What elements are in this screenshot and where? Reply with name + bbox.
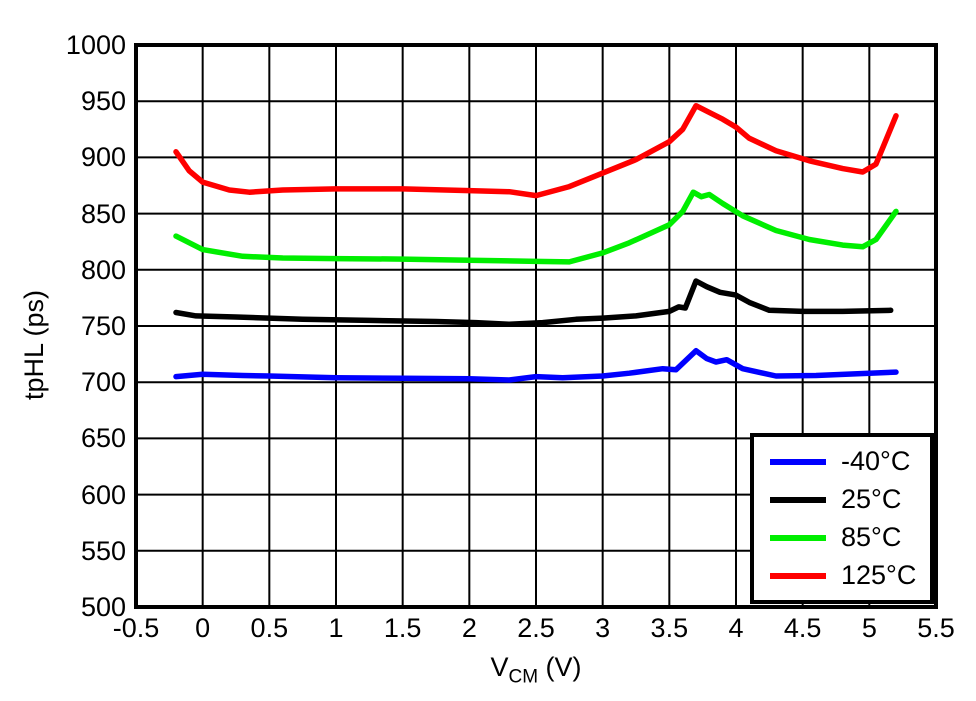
x-tick-label--0.5: -0.5 bbox=[112, 613, 160, 643]
legend-label-25c: 25°C bbox=[841, 484, 902, 514]
legend-item-85c: 85°C bbox=[754, 522, 930, 553]
x-tick-label-4.5: 4.5 bbox=[783, 613, 822, 643]
legend-item-minus40c: -40°C bbox=[754, 446, 930, 477]
y-tick-label-650: 650 bbox=[80, 423, 126, 454]
x-axis-title-unit: (V) bbox=[538, 652, 582, 682]
y-tick-label-550: 550 bbox=[80, 535, 126, 566]
y-tick-label-600: 600 bbox=[80, 479, 126, 510]
x-tick-label-3.5: 3.5 bbox=[650, 613, 689, 643]
y-tick-label-1000: 1000 bbox=[65, 30, 126, 60]
x-tick-label-3: 3 bbox=[595, 613, 611, 643]
series-line-25c bbox=[173, 278, 894, 328]
x-tick-label-0.5: 0.5 bbox=[250, 613, 289, 643]
legend-line-swatch-85c bbox=[770, 534, 826, 541]
x-tick-label-5.5: 5.5 bbox=[917, 613, 955, 643]
legend-line-swatch-25c bbox=[770, 496, 826, 503]
legend-item-125c: 125°C bbox=[754, 560, 930, 591]
x-axis-title: VCM (V) bbox=[436, 652, 636, 688]
x-tick-label-4: 4 bbox=[728, 613, 744, 643]
legend-line-swatch-minus40c bbox=[770, 458, 826, 465]
y-tick-label-500: 500 bbox=[80, 592, 126, 622]
y-axis-title: tpHL (ps) bbox=[19, 289, 49, 401]
x-axis-title-main: V bbox=[490, 652, 509, 682]
legend-item-25c: 25°C bbox=[754, 484, 930, 515]
legend-label-85c: 85°C bbox=[841, 522, 902, 552]
x-tick-label-2.5: 2.5 bbox=[517, 613, 555, 643]
y-tick-label-750: 750 bbox=[80, 311, 126, 341]
x-tick-label-1.5: 1.5 bbox=[383, 613, 422, 643]
legend-label-minus40c: -40°C bbox=[841, 446, 911, 476]
y-tick-label-700: 700 bbox=[80, 367, 126, 398]
series-line-125c bbox=[173, 102, 899, 199]
y-tick-label-950: 950 bbox=[80, 86, 126, 117]
x-tick-label-0: 0 bbox=[195, 613, 211, 643]
series-line--40c bbox=[173, 347, 899, 383]
x-tick-label-2: 2 bbox=[461, 613, 477, 643]
y-tick-label-800: 800 bbox=[80, 254, 126, 285]
legend-line-swatch-125c bbox=[770, 572, 826, 579]
legend-label-125c: 125°C bbox=[841, 560, 917, 590]
x-axis-title-subscript: CM bbox=[508, 666, 539, 688]
y-tick-label-900: 900 bbox=[80, 142, 126, 173]
plot-frame bbox=[134, 43, 938, 609]
legend: -40°C 25°C 85°C 125°C bbox=[750, 433, 934, 604]
y-tick-label-850: 850 bbox=[80, 198, 126, 229]
x-tick-label-5: 5 bbox=[861, 613, 877, 643]
x-tick-label-1: 1 bbox=[328, 613, 344, 643]
series-line-85c bbox=[173, 189, 899, 265]
